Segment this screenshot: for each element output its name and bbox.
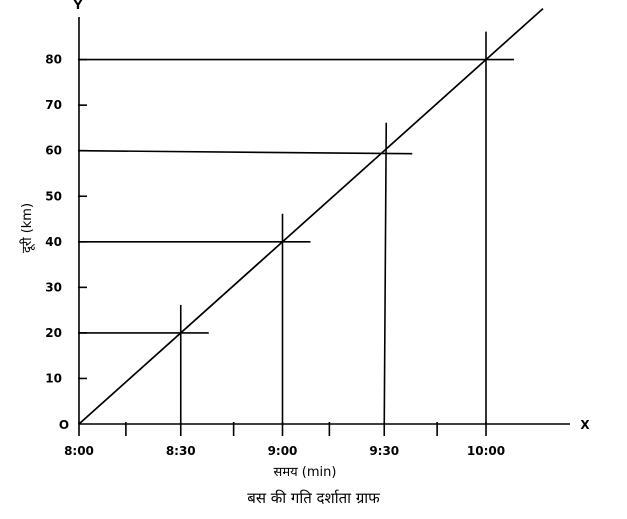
x-axis-title: समय (min) bbox=[274, 465, 337, 480]
x-tick-label: 10:00 bbox=[467, 444, 505, 458]
y-tick-label: 70 bbox=[45, 98, 62, 112]
y-axis-title: दूरी (km) bbox=[19, 203, 35, 253]
x-tick-label: 9:30 bbox=[369, 444, 399, 458]
x-axis-letter: X bbox=[580, 418, 590, 432]
chart-caption: बस की गति दर्शाता ग्राफ bbox=[247, 489, 380, 507]
y-tick-label: 10 bbox=[45, 371, 62, 385]
y-tick-label: 50 bbox=[45, 189, 62, 203]
y-tick-label: 20 bbox=[45, 326, 62, 340]
projection-horizontal bbox=[78, 149, 413, 155]
origin-label: O bbox=[59, 418, 69, 432]
y-tick-label: 60 bbox=[45, 144, 62, 158]
y-tick-label: 80 bbox=[45, 53, 62, 67]
y-tick-label: 40 bbox=[45, 235, 62, 249]
y-axis-letter: Y bbox=[73, 0, 83, 12]
series-line bbox=[78, 7, 544, 425]
x-tick-label: 8:00 bbox=[64, 444, 94, 458]
projection-vertical bbox=[383, 122, 388, 425]
x-tick-label: 9:00 bbox=[268, 444, 298, 458]
x-tick-label: 8:30 bbox=[166, 444, 196, 458]
y-tick-label: 30 bbox=[45, 280, 62, 294]
